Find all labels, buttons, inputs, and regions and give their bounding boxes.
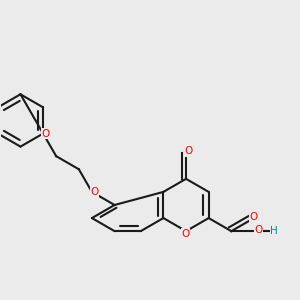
Text: H: H: [270, 226, 278, 236]
Text: O: O: [254, 225, 263, 235]
Text: O: O: [91, 187, 99, 197]
Text: O: O: [182, 229, 190, 238]
Text: O: O: [250, 212, 258, 222]
Text: O: O: [184, 146, 193, 157]
Text: O: O: [42, 128, 50, 139]
